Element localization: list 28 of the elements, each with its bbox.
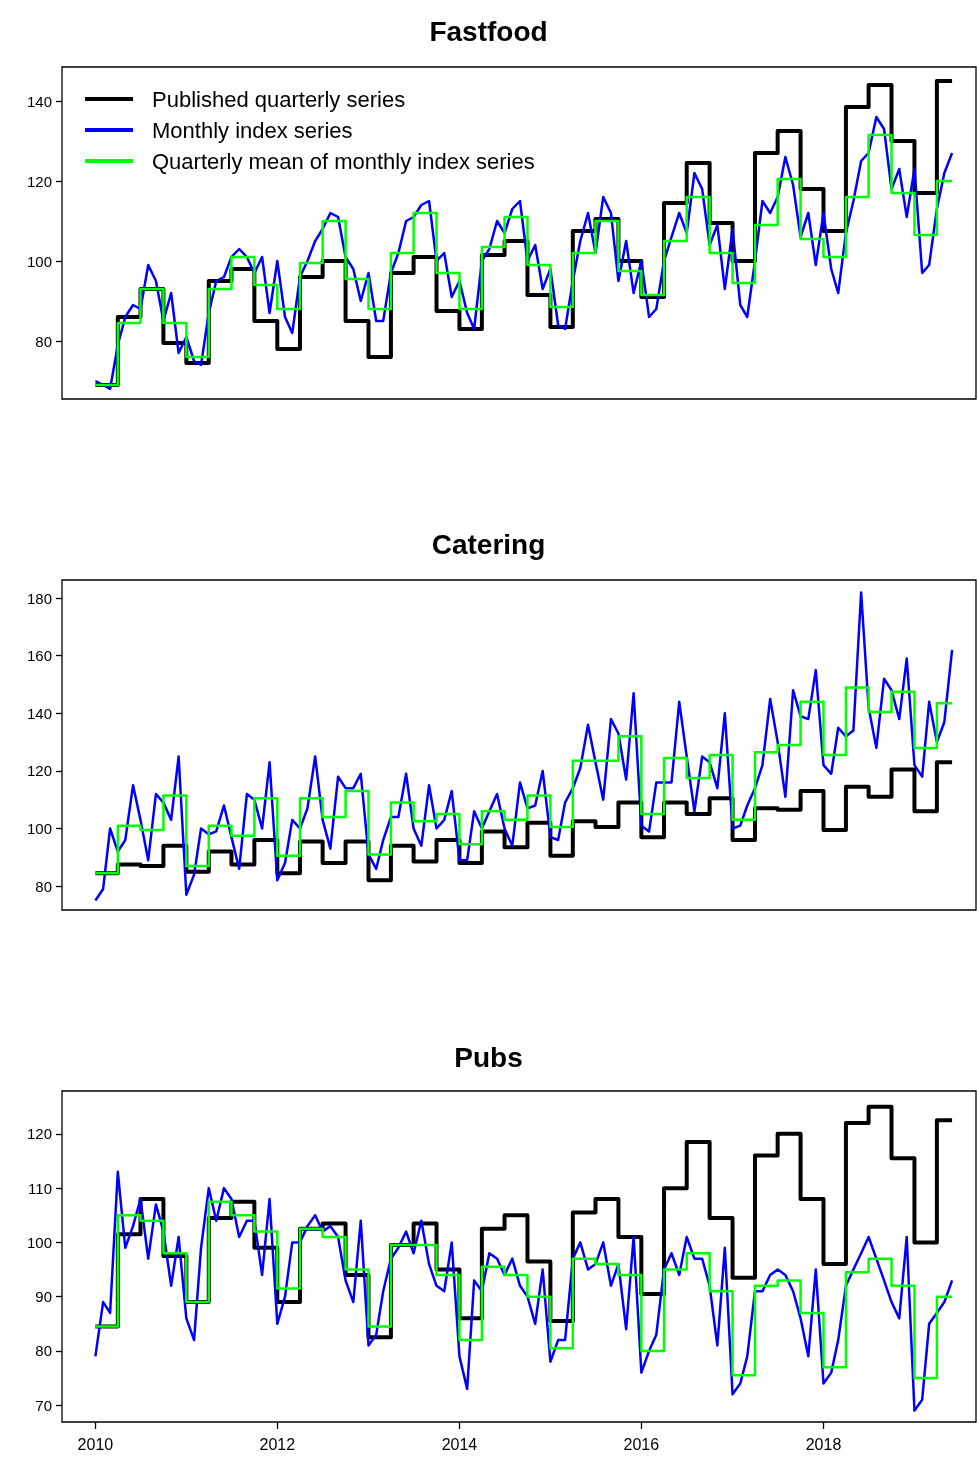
y-tick-label: 90 [35,1288,52,1306]
y-tick-label: 140 [26,92,52,110]
y-tick-label: 120 [26,1125,52,1143]
chart-title: Pubs [454,1041,523,1073]
x-tick-label: 2016 [623,1435,660,1453]
y-tick-label: 110 [28,1179,52,1197]
y-tick-label: 100 [26,252,52,270]
x-tick-label: 2010 [77,1435,114,1453]
legend-label: Published quarterly series [152,86,406,112]
x-tick-label: 2014 [441,1435,478,1453]
chart-title: Catering [431,528,546,560]
y-tick-label: 180 [26,589,52,607]
chart-title: Fastfood [429,15,548,47]
y-tick-label: 100 [26,1233,52,1251]
y-tick-label: 140 [26,704,52,722]
y-tick-label: 120 [26,172,52,190]
x-tick-label: 2018 [805,1435,842,1453]
legend-label: Monthly index series [152,117,353,143]
y-tick-label: 100 [26,820,52,838]
legend-label: Quarterly mean of monthly index series [152,148,535,174]
x-tick-label: 2012 [259,1435,296,1453]
y-tick-label: 80 [35,332,52,350]
y-tick-label: 80 [35,1342,52,1360]
y-tick-label: 80 [35,877,52,895]
y-tick-label: 160 [26,647,52,665]
y-tick-label: 120 [26,762,52,780]
line-series [94,1170,954,1412]
y-tick-label: 70 [35,1396,52,1414]
